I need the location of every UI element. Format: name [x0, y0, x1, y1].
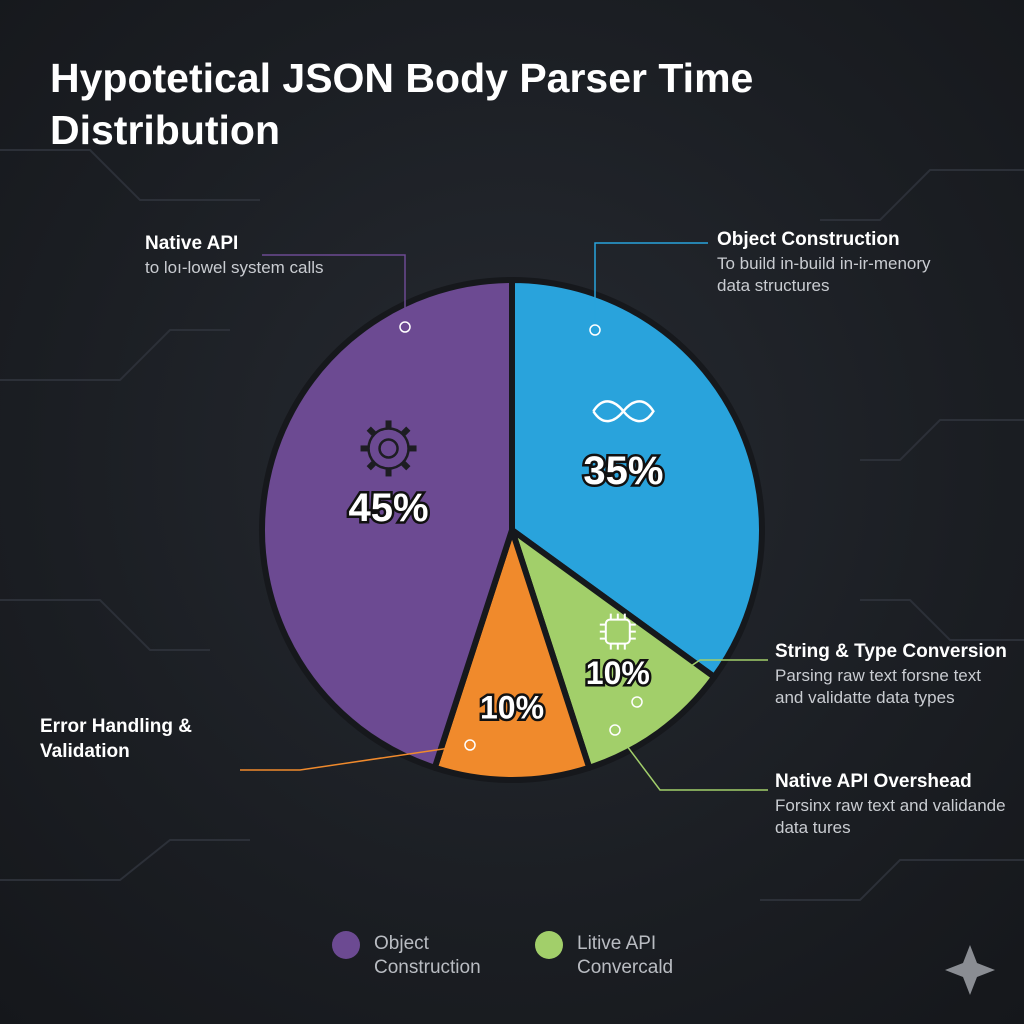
- leader-line: [594, 242, 708, 330]
- gear-tooth: [400, 460, 411, 471]
- callout: Native API to loı-lowel system calls: [145, 232, 345, 279]
- gear-hub: [378, 438, 399, 459]
- callout-text: To build in-build in-ir-menory data stru…: [717, 253, 931, 295]
- value-label: 35%: [583, 449, 663, 493]
- callout-title: Object Construction: [717, 229, 900, 250]
- leader-dot: [631, 696, 643, 708]
- callout-text: Parsing raw text forsne text and validat…: [775, 665, 981, 707]
- leader-dot: [609, 724, 621, 736]
- callout-title: Error Handling & Validation: [40, 716, 193, 762]
- legend-label: Object Construction: [374, 933, 481, 978]
- leader-dot: [464, 739, 476, 751]
- leader-line: [636, 659, 768, 703]
- gear-tooth: [366, 460, 377, 471]
- leader-line: [262, 254, 406, 327]
- chart-title: Hypotetical JSON Body Parser Time Distri…: [50, 55, 754, 154]
- callout-text: to loı-lowel system calls: [145, 257, 324, 277]
- pie-slice: [431, 527, 593, 783]
- annotation-title: Native API Overshead: [775, 771, 972, 792]
- pie-slice: [259, 277, 515, 771]
- pie-slice: [509, 277, 765, 680]
- gear-tooth: [400, 426, 411, 437]
- value-label: 10%: [480, 689, 544, 725]
- sparkle-icon: [945, 945, 995, 995]
- value-label: 10%: [586, 655, 650, 691]
- legend-swatch: [332, 931, 360, 959]
- legend-label: Litive API Convercald: [577, 933, 674, 978]
- annotation: Native API Overshead Forsinx raw text and…: [775, 770, 1010, 839]
- chip-icon: [599, 613, 636, 650]
- leader-line: [240, 744, 471, 771]
- leader-line: [614, 729, 768, 791]
- leader-dot: [589, 324, 601, 336]
- leader-dot: [399, 321, 411, 333]
- callout: String & Type Conversion Parsing raw text…: [775, 640, 1010, 709]
- legend-swatch: [535, 931, 563, 959]
- pie-slice: [509, 527, 718, 771]
- annotation-text: Forsinx raw text and validande data ture…: [775, 795, 1006, 837]
- gear-tooth: [366, 426, 377, 437]
- callout-title: String & Type Conversion: [775, 641, 1007, 662]
- gear-icon: [360, 420, 417, 477]
- callout: Object Construction To build in-build in-…: [717, 228, 957, 297]
- callout: Error Handling & Validation: [40, 715, 240, 764]
- callout-title: Native API: [145, 233, 239, 254]
- circuit-background: [0, 149, 1024, 901]
- value-label: 45%: [349, 486, 429, 530]
- infinity-icon: [592, 400, 655, 423]
